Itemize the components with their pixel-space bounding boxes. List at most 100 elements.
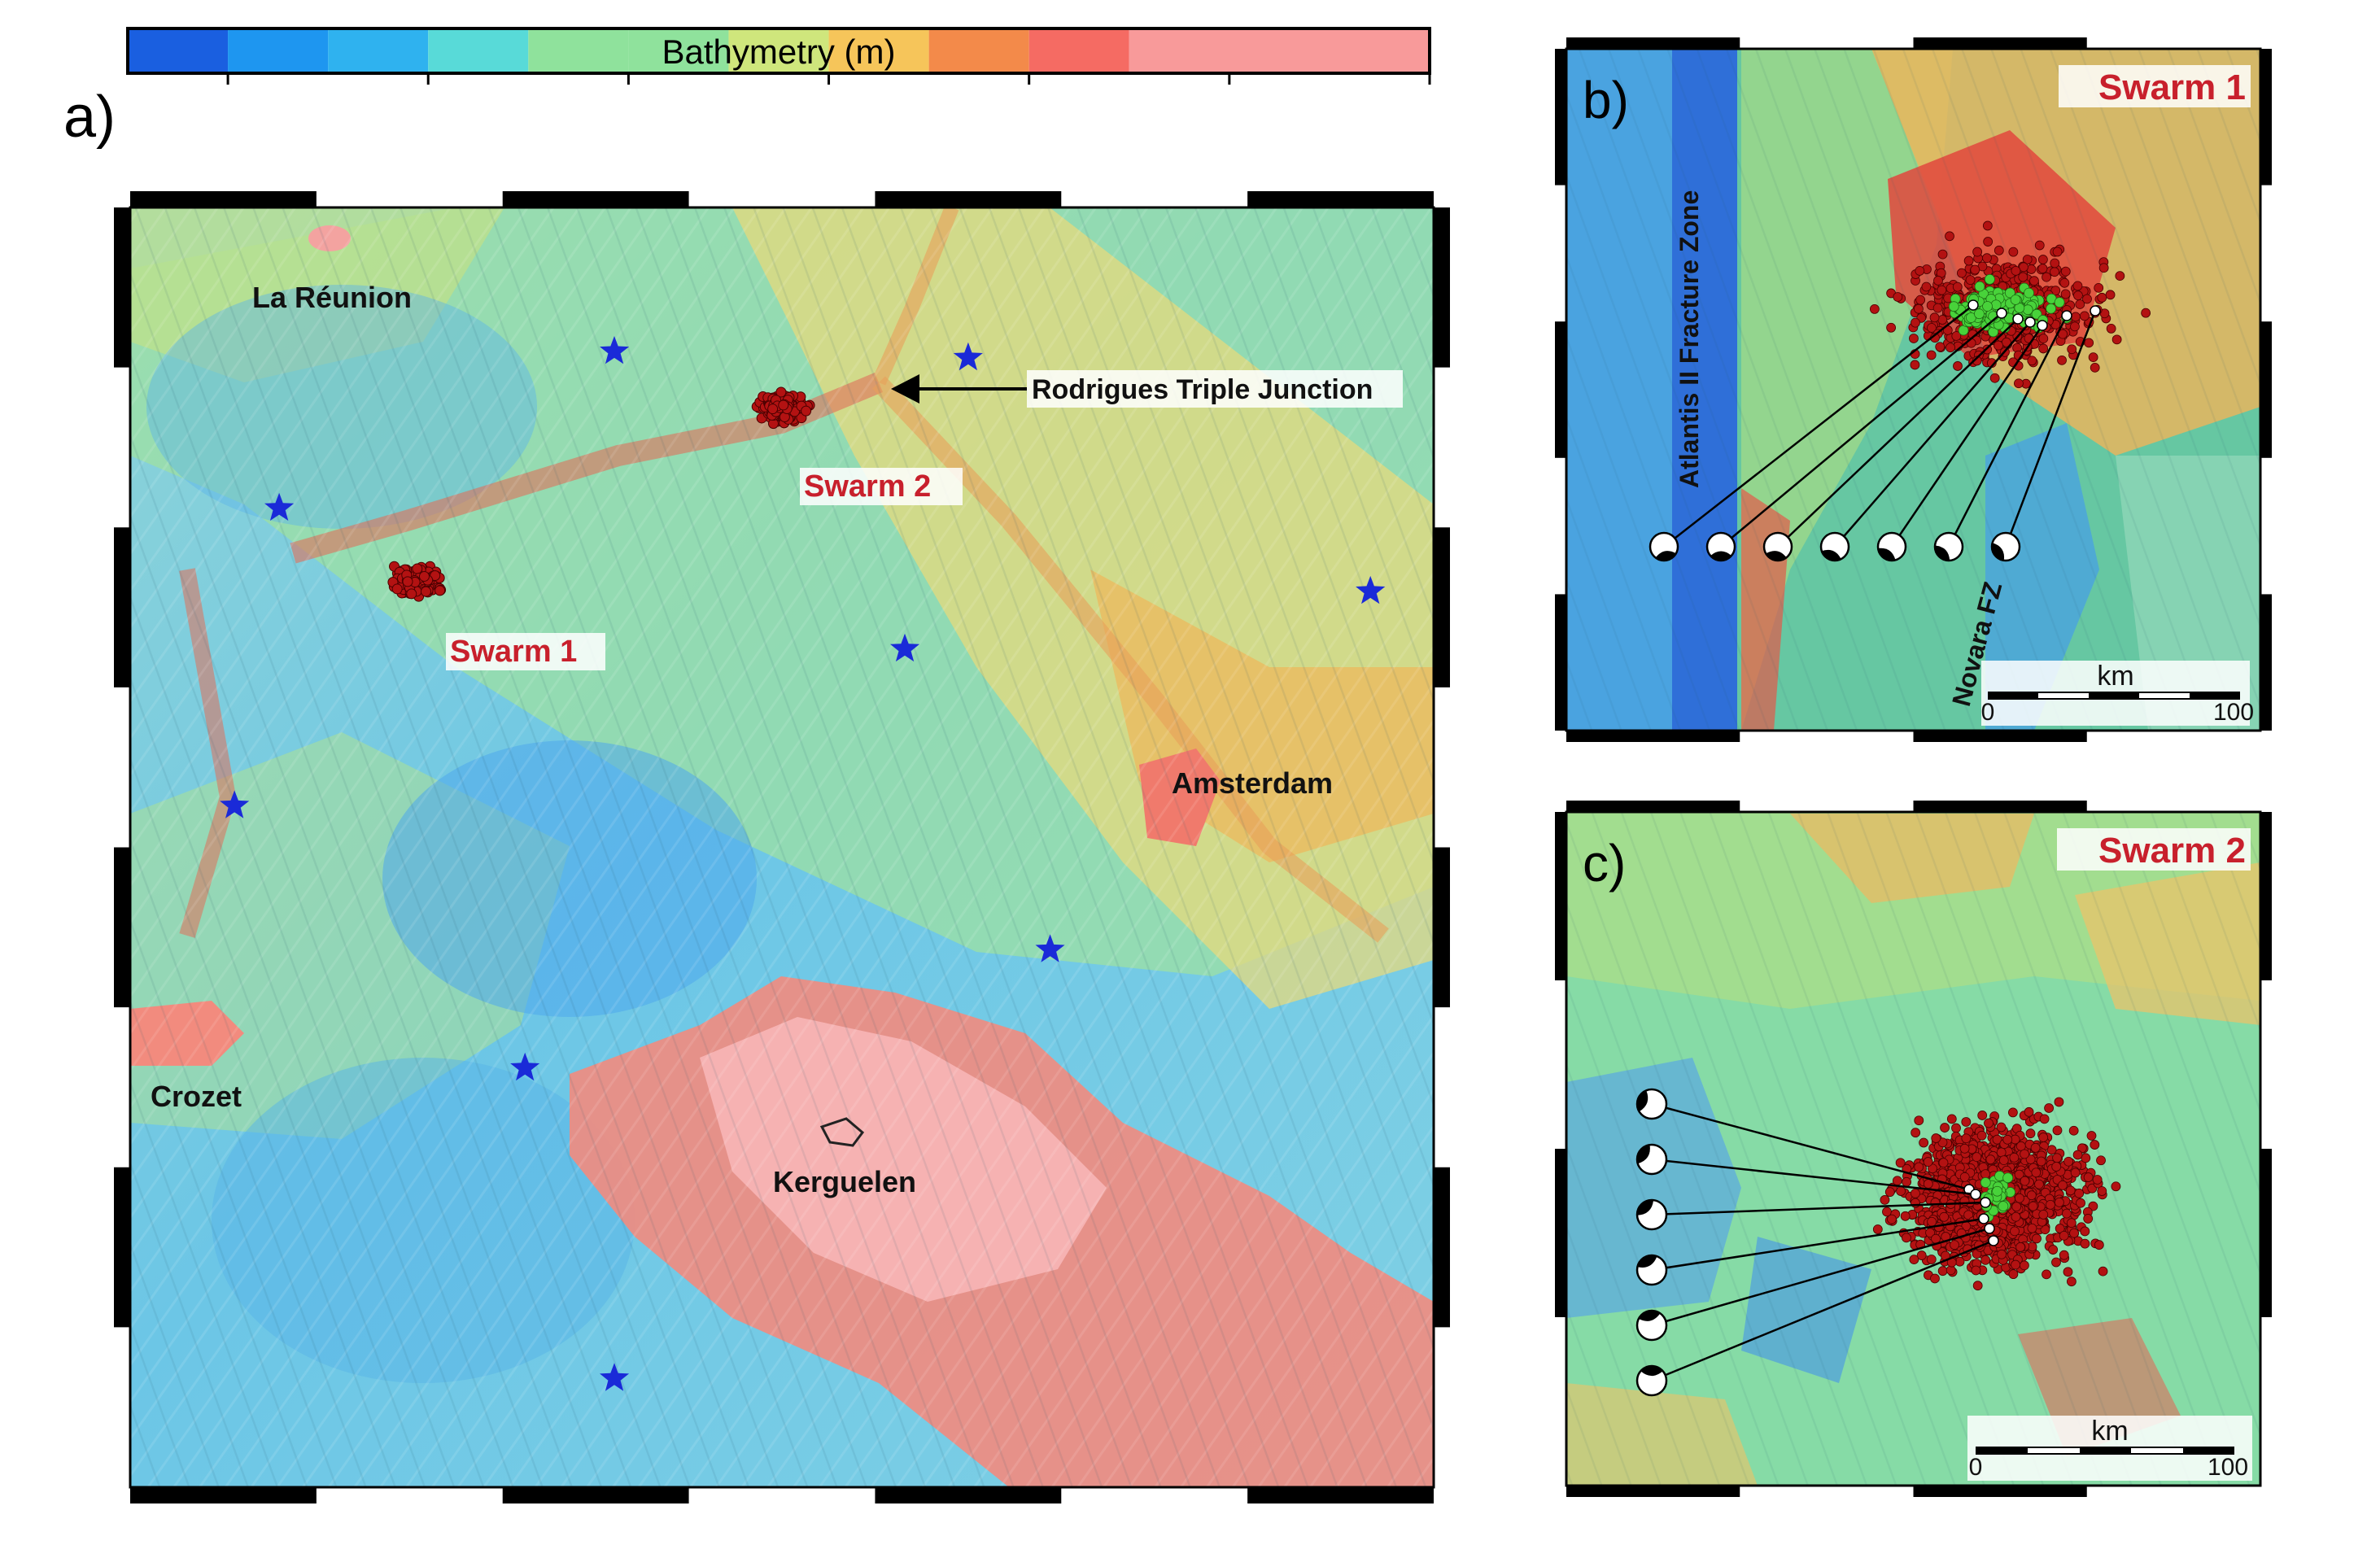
epicenter-dot [2063,1156,2074,1167]
epicenter-dot [1963,255,1974,266]
epicenter-dot [2011,1202,2022,1212]
epicenter-dot [2097,292,2107,303]
panel-b-scalebar: km 0 100 [1981,661,2254,726]
epicenter-dot [1926,1255,1937,1264]
epicenter-dot [1896,1186,1906,1196]
epicenter-dot [1997,1249,2007,1259]
epicenter-dot [2094,282,2104,293]
epicenter-dot [2063,1267,2073,1277]
epicenter-dot [2038,1209,2049,1220]
panel-b-map [1566,49,2260,731]
frame-segment [130,191,317,207]
epicenter-dot [2069,1228,2079,1238]
epicenter-dot [1954,1256,1965,1267]
epicenter-dot [1989,373,2000,383]
epicenter-dot [2050,267,2059,277]
colorbar-cell [928,28,1029,73]
panel-b-scale-unit: km [2097,661,2133,692]
mechanism-epicenter [1984,1223,1995,1234]
epicenter-dot [1925,1228,1935,1238]
epicenter-dot [2073,290,2083,301]
epicenter-dot [2092,1175,2103,1185]
panel-c-scale-min: 0 [1969,1454,1983,1481]
epicenter-dot [2046,1145,2057,1155]
epicenter-dot [1994,340,2003,351]
epicenter-dot [1915,295,1926,305]
epicenter-dot [2086,1131,2097,1141]
frame-segment [1555,594,1566,731]
epicenter-dot [2015,1242,2026,1252]
epicenter-dot [2032,1233,2042,1244]
epicenter-dot [1961,1117,1972,1127]
epicenter-dot [2076,1198,2085,1208]
epicenter-dot [1996,1122,2007,1132]
epicenter-dot [2076,1143,2087,1154]
mechanism-leader-line [1651,1201,1986,1216]
epicenter-dot [2020,1176,2030,1186]
epicenter-dot [2059,277,2070,288]
swarm-2-label: Swarm 2 [804,469,931,504]
epicenter-dot [2022,255,2033,264]
mechanism-leader-line [1720,312,2002,548]
epicenter-dot [2090,362,2100,373]
precise-epicenter-dot [1998,1201,2009,1211]
epicenter-dot [2050,258,2060,268]
epicenter-dot [2062,1208,2072,1219]
epicenter-dot [1945,231,1954,242]
station-star-icon [600,1363,630,1391]
epicenter-dot [1937,285,1947,295]
epicenter-dot [767,404,779,415]
epicenter-dot [1959,1143,1970,1154]
epicenter-dot [1930,1273,1940,1284]
rtj-arrow-head [891,374,919,404]
epicenter-dot [2011,1259,2020,1270]
epicenter-dot [1930,1198,1941,1208]
epicenter-dot [2058,1180,2068,1190]
epicenter-dot [2096,1155,2106,1166]
frame-segment [1434,847,1450,1008]
colorbar-title: Bathymetry (m) [662,33,895,71]
epicenter-dot [2057,355,2067,365]
mechanism-leader-line [1663,304,1974,548]
epicenter-dot [2090,1140,2100,1150]
epicenter-dot [1909,1255,1919,1265]
epicenter-dot [2055,1224,2065,1233]
epicenter-dot [1869,303,1880,314]
panel-b-label: b) [1583,71,1629,129]
epicenter-dot [1919,1137,1929,1148]
panel-c-map [1566,812,2260,1486]
epicenter-dot [1937,1266,1948,1277]
frame-segment [1913,37,2087,49]
frame-segment [1566,801,1740,812]
epicenter-dot [1965,275,1976,285]
epicenter-dot [2027,1223,2037,1233]
epicenter-dot [2014,378,2024,389]
colorbar-frame [126,27,1431,75]
epicenter-dot [2038,1132,2049,1142]
mechanism-epicenter [2090,305,2101,316]
epicenter-dot [1982,220,1993,231]
epicenter-dot [2051,1162,2062,1172]
frame-segment [2260,321,2272,458]
station-star-icon [1035,934,1065,962]
epicenter-dot [2111,1181,2121,1192]
epicenter-dot [2088,352,2098,363]
focal-mechanism-quadrant [1935,545,1950,561]
panel-a-labels: La Réunion Amsterdam Crozet Kerguelen Sw… [151,281,1403,1198]
mechanism-leader-line [1834,321,2031,548]
epicenter-dot [2031,1167,2042,1178]
mechanism-epicenter [1980,1197,1991,1208]
epicenter-dot [1923,1157,1933,1167]
epicenter-dot [2054,1197,2064,1207]
mechanism-leader-line [1651,1239,1994,1382]
epicenter-dot [2072,281,2083,291]
precise-epicenter-dot [1980,1177,1991,1188]
place-kerguelen: Kerguelen [773,1165,916,1198]
station-star-icon [264,492,295,521]
mechanism-leader-line [1651,1217,1985,1272]
epicenter-dot [1915,266,1925,276]
colorbar-ticks [226,73,1431,85]
swarm-1-label: Swarm 1 [450,635,577,669]
station-star-icon [600,336,630,364]
epicenter-dot [2010,1226,2020,1237]
